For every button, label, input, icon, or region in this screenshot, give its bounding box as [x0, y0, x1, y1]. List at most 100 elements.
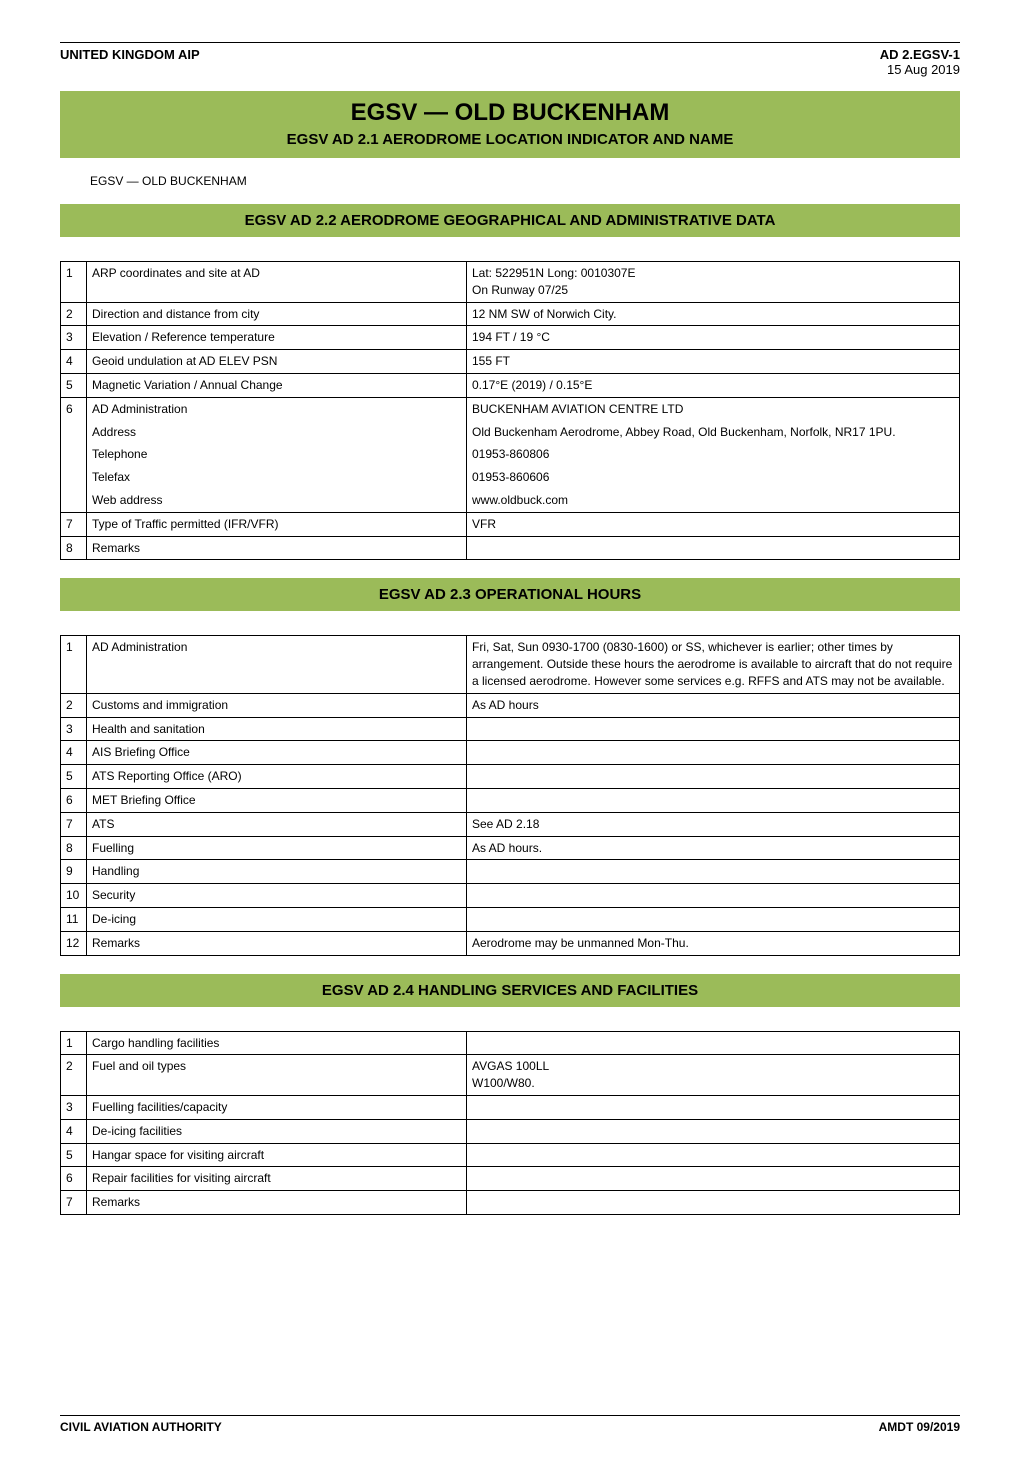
row-value — [467, 860, 960, 884]
row-value: Aerodrome may be unmanned Mon-Thu. — [467, 931, 960, 955]
row-value — [467, 765, 960, 789]
row-num: 7 — [61, 512, 87, 536]
header-right: AD 2.EGSV-1 15 Aug 2019 — [880, 47, 960, 77]
row-num: 8 — [61, 536, 87, 560]
row-num: 8 — [61, 836, 87, 860]
row-num: 10 — [61, 884, 87, 908]
row-num: 3 — [61, 717, 87, 741]
row-num: 11 — [61, 907, 87, 931]
row-label: Health and sanitation — [87, 717, 467, 741]
row-value — [467, 1167, 960, 1191]
row-sublabel: Telefax — [87, 466, 467, 489]
row-num: 3 — [61, 1095, 87, 1119]
row-value: Fri, Sat, Sun 0930-1700 (0830-1600) or S… — [467, 636, 960, 693]
row-value: Lat: 522951N Long: 0010307E On Runway 07… — [467, 262, 960, 303]
row-num-empty — [61, 489, 87, 512]
row-value: See AD 2.18 — [467, 812, 960, 836]
row-value: www.oldbuck.com — [467, 489, 960, 512]
row-value: As AD hours — [467, 693, 960, 717]
row-num: 4 — [61, 741, 87, 765]
row-value — [467, 1031, 960, 1055]
value-line: On Runway 07/25 — [472, 283, 568, 297]
row-value — [467, 536, 960, 560]
table-row: 7 Type of Traffic permitted (IFR/VFR) VF… — [61, 512, 960, 536]
table-row: 7 ATS See AD 2.18 — [61, 812, 960, 836]
row-num: 4 — [61, 1119, 87, 1143]
header-code: AD 2.EGSV-1 — [880, 47, 960, 62]
row-num: 3 — [61, 326, 87, 350]
table-ad-2-2: 1 ARP coordinates and site at AD Lat: 52… — [60, 261, 960, 560]
row-label: AD Administration — [87, 397, 467, 420]
table-row: 5 ATS Reporting Office (ARO) — [61, 765, 960, 789]
table-row: 1 AD Administration Fri, Sat, Sun 0930-1… — [61, 636, 960, 693]
row-num: 2 — [61, 1055, 87, 1096]
row-sublabel: Web address — [87, 489, 467, 512]
row-num: 5 — [61, 373, 87, 397]
table-row: Web address www.oldbuck.com — [61, 489, 960, 512]
row-num-empty — [61, 421, 87, 444]
row-value — [467, 741, 960, 765]
row-value: 01953-860806 — [467, 443, 960, 466]
row-value — [467, 1119, 960, 1143]
row-value: 12 NM SW of Norwich City. — [467, 302, 960, 326]
row-label: Handling — [87, 860, 467, 884]
row-value — [467, 907, 960, 931]
main-title: EGSV — OLD BUCKENHAM — [68, 99, 952, 127]
row-label: Remarks — [87, 931, 467, 955]
row-num: 1 — [61, 1031, 87, 1055]
footer-rule: CIVIL AVIATION AUTHORITY AMDT 09/2019 — [60, 1415, 960, 1434]
table-row: 6 AD Administration BUCKENHAM AVIATION C… — [61, 397, 960, 420]
table-ad-2-3: 1 AD Administration Fri, Sat, Sun 0930-1… — [60, 635, 960, 955]
row-value: AVGAS 100LL W100/W80. — [467, 1055, 960, 1096]
row-value — [467, 1143, 960, 1167]
table-row: 4 De-icing facilities — [61, 1119, 960, 1143]
header-date: 15 Aug 2019 — [880, 62, 960, 77]
section-2-4-heading: EGSV AD 2.4 HANDLING SERVICES AND FACILI… — [60, 974, 960, 1007]
row-value: Old Buckenham Aerodrome, Abbey Road, Old… — [467, 421, 960, 444]
row-num: 12 — [61, 931, 87, 955]
row-label: Elevation / Reference temperature — [87, 326, 467, 350]
row-value: 0.17°E (2019) / 0.15°E — [467, 373, 960, 397]
plain-identifier-line: EGSV — OLD BUCKENHAM — [90, 174, 960, 188]
row-label: Hangar space for visiting aircraft — [87, 1143, 467, 1167]
row-label: De-icing — [87, 907, 467, 931]
row-value: 194 FT / 19 °C — [467, 326, 960, 350]
value-line: Lat: 522951N Long: 0010307E — [472, 266, 635, 280]
row-num: 7 — [61, 812, 87, 836]
row-sublabel: Telephone — [87, 443, 467, 466]
table-row: 2 Fuel and oil types AVGAS 100LL W100/W8… — [61, 1055, 960, 1096]
row-label: De-icing facilities — [87, 1119, 467, 1143]
row-label: Customs and immigration — [87, 693, 467, 717]
table-ad-2-4: 1 Cargo handling facilities 2 Fuel and o… — [60, 1031, 960, 1215]
table-row: 8 Fuelling As AD hours. — [61, 836, 960, 860]
table-row: 1 Cargo handling facilities — [61, 1031, 960, 1055]
row-num: 1 — [61, 636, 87, 693]
row-value: 155 FT — [467, 350, 960, 374]
table-row: 12 Remarks Aerodrome may be unmanned Mon… — [61, 931, 960, 955]
footer-left: CIVIL AVIATION AUTHORITY — [60, 1420, 222, 1434]
table-row: 1 ARP coordinates and site at AD Lat: 52… — [61, 262, 960, 303]
table-row: 3 Fuelling facilities/capacity — [61, 1095, 960, 1119]
table-row: Address Old Buckenham Aerodrome, Abbey R… — [61, 421, 960, 444]
table-row: 9 Handling — [61, 860, 960, 884]
row-value: BUCKENHAM AVIATION CENTRE LTD — [467, 397, 960, 420]
row-num: 1 — [61, 262, 87, 303]
table-row: Telephone 01953-860806 — [61, 443, 960, 466]
footer-right: AMDT 09/2019 — [879, 1420, 960, 1434]
table-row: 7 Remarks — [61, 1191, 960, 1215]
row-num: 6 — [61, 397, 87, 420]
row-label: Fuelling facilities/capacity — [87, 1095, 467, 1119]
row-label: Fuel and oil types — [87, 1055, 467, 1096]
row-label: Magnetic Variation / Annual Change — [87, 373, 467, 397]
row-label: Direction and distance from city — [87, 302, 467, 326]
table-row: 10 Security — [61, 884, 960, 908]
row-value: VFR — [467, 512, 960, 536]
table-row: 3 Health and sanitation — [61, 717, 960, 741]
row-label: Remarks — [87, 536, 467, 560]
row-num: 2 — [61, 693, 87, 717]
row-label: Cargo handling facilities — [87, 1031, 467, 1055]
table-row: 4 Geoid undulation at AD ELEV PSN 155 FT — [61, 350, 960, 374]
row-label: Type of Traffic permitted (IFR/VFR) — [87, 512, 467, 536]
row-num: 6 — [61, 1167, 87, 1191]
row-num-empty — [61, 443, 87, 466]
